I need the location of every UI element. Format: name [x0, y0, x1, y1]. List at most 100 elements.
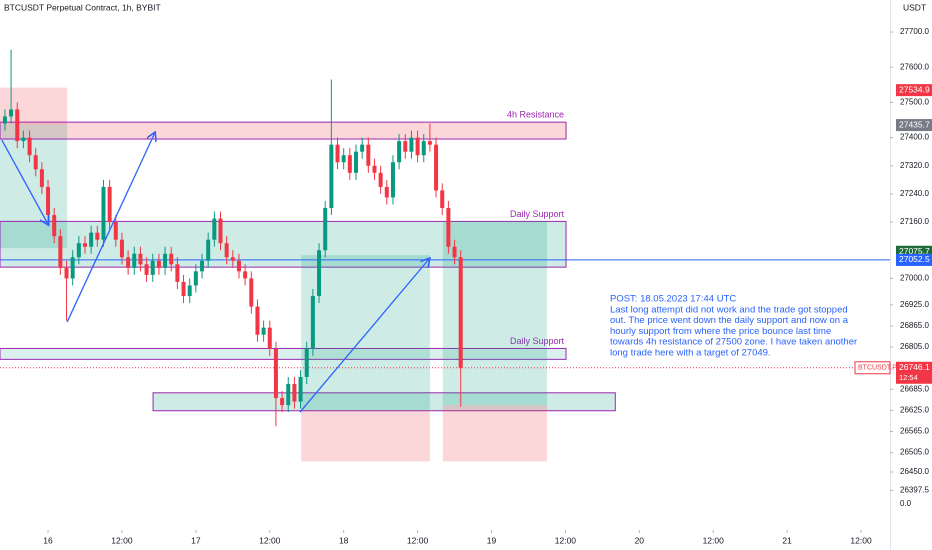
annotation-text: Last long attempt did not work and the t…: [610, 304, 848, 315]
symbol-tag: [854, 361, 891, 375]
x-tick-label: 17: [191, 535, 201, 545]
y-tick-label: 27320.0: [900, 161, 929, 170]
price-tag-label: 27052.5: [899, 254, 930, 264]
y-tick-label: 27600.0: [900, 62, 929, 71]
x-tick-label: 21: [782, 535, 792, 545]
price-tag: [896, 84, 932, 97]
y-tick-label: 26565.0: [900, 427, 929, 436]
candle-body: [230, 257, 235, 261]
candle-body: [434, 144, 439, 191]
volume-tick-label: 0.0: [900, 499, 912, 508]
candle-body: [409, 137, 414, 152]
candle-body: [15, 109, 20, 142]
x-tick-label: 16: [43, 535, 53, 545]
zone-label: Daily Support: [510, 336, 565, 346]
candle-body: [76, 243, 81, 258]
candle-body: [390, 162, 395, 198]
candle-body: [452, 246, 457, 258]
y-tick-label: 27700.0: [900, 27, 929, 36]
y-tick-label: 26505.0: [900, 448, 929, 457]
candle-body: [181, 281, 186, 297]
candle-body: [150, 260, 155, 275]
candle-body: [440, 190, 445, 209]
candle-body: [317, 250, 322, 297]
candle-body: [243, 271, 248, 279]
candle-body: [372, 165, 377, 173]
candle-body: [341, 155, 346, 163]
zone: [152, 392, 616, 412]
x-tick-label: 12:00: [555, 535, 577, 545]
annotation-text: towards 4h resistance of 27500 zone. I h…: [610, 337, 857, 348]
candle-body: [261, 327, 266, 335]
candle-body: [212, 218, 217, 240]
candle-body: [310, 296, 315, 349]
price-tag-label: 27435.7: [899, 119, 930, 129]
x-tick-label: 12:00: [407, 535, 429, 545]
x-tick-label: 20: [635, 535, 645, 545]
chart-title: BTCUSDT Perpetual Contract, 1h, BYBIT: [4, 2, 161, 12]
annotation-text: hourly support from where the price boun…: [610, 326, 831, 337]
candle-body: [360, 144, 365, 152]
candle-body: [132, 253, 137, 268]
candle-body: [218, 218, 223, 244]
candle-body: [366, 144, 371, 166]
zone: [0, 347, 567, 360]
candle-body: [446, 208, 451, 247]
candle-body: [304, 348, 309, 377]
arrow: [1, 139, 49, 225]
candle-body: [255, 306, 260, 335]
price-tag: [896, 253, 932, 266]
candle-body: [403, 141, 408, 152]
candle-body: [107, 186, 112, 223]
candle-body: [89, 232, 94, 247]
candle-body: [384, 186, 389, 198]
candle-body: [267, 327, 272, 349]
y-tick-label: 26865.0: [900, 321, 929, 330]
zone: [442, 221, 547, 406]
candle-body: [187, 285, 192, 297]
zone: [0, 87, 68, 125]
annotation-text: out. The price went down the daily suppo…: [610, 315, 849, 326]
x-tick-label: 12:00: [259, 535, 281, 545]
candle-body: [138, 253, 143, 265]
y-tick-label: 27160.0: [900, 217, 929, 226]
candle-body: [280, 398, 285, 406]
y-tick-label: 27240.0: [900, 189, 929, 198]
price-tag-label: 27534.9: [899, 84, 930, 94]
candle-body: [64, 267, 69, 279]
candle-body: [458, 257, 463, 368]
candle-body: [163, 253, 168, 268]
candle-body: [292, 383, 297, 402]
candle-body: [335, 144, 340, 163]
candle-body: [378, 172, 383, 187]
candle-body: [397, 141, 402, 163]
candle-body: [101, 186, 106, 240]
y-tick-label: 26625.0: [900, 406, 929, 415]
zone: [0, 121, 567, 140]
y-tick-label: 27000.0: [900, 274, 929, 283]
x-tick-label: 12:00: [111, 535, 133, 545]
y-tick-label: 26450.0: [900, 467, 929, 476]
x-tick-label: 12:00: [703, 535, 725, 545]
arrow: [66, 132, 155, 323]
candle-body: [224, 243, 229, 258]
candle-body: [347, 155, 352, 173]
countdown-label: 12:54: [899, 373, 918, 382]
candle-body: [175, 264, 180, 282]
candle-body: [2, 116, 7, 124]
candle-body: [298, 376, 303, 402]
y-tick-label: 26925.0: [900, 300, 929, 309]
current-price-label: 26746.1: [899, 362, 930, 372]
candle-body: [52, 215, 57, 237]
candle-body: [286, 383, 291, 406]
annotation-text: long trade here with a target of 27049.: [610, 348, 771, 359]
candle-body: [329, 144, 334, 209]
candle-body: [82, 243, 87, 247]
candle-body: [9, 109, 14, 117]
currency-label: USDT: [903, 2, 926, 12]
symbol-tag-label: BTCUSDT.P: [858, 365, 897, 372]
x-tick-label: 19: [487, 535, 497, 545]
candle-body: [354, 151, 358, 173]
